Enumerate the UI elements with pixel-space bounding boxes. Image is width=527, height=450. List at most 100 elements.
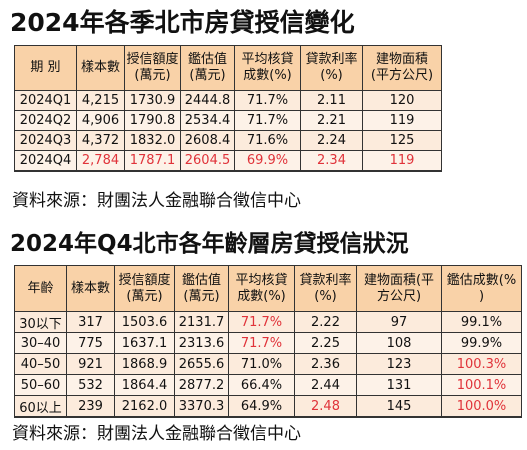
table-cell: 100.0% [441,395,522,418]
header-age: 年齡 [14,265,67,312]
header-sample-size: 樣本數 [76,45,125,91]
table-cell: 1730.9 [124,90,181,111]
table-cell: 2162.0 [114,395,175,418]
table-cell: 1637.1 [114,332,175,354]
table-cell: 71.6% [234,130,301,151]
header-appraisal-value: 鑑估值 (萬元) [174,265,229,312]
table-cell: 2655.6 [174,353,229,375]
table-row: 2024Q3 4,372 1832.0 2608.4 71.6% 2.24 12… [14,130,442,151]
table-cell: 71.7% [234,110,301,131]
table-cell: 131 [356,374,442,396]
table-cell: 2024Q2 [14,110,77,131]
header-loan-ratio: 平均核貸 成數(%) [234,45,301,91]
table-cell: 1832.0 [124,130,181,151]
table-cell: 2024Q4 [14,150,77,172]
table-cell: 66.4% [228,374,295,396]
table-cell: 99.9% [441,332,522,354]
table-cell: 123 [356,353,442,375]
table-cell: 1864.4 [114,374,175,396]
table-cell: 1503.6 [114,311,175,333]
table-cell: 2.11 [300,90,363,111]
table-header-row: 年齡 樣本數 授信額度 (萬元) 鑑估值 (萬元) 平均核貸 成數(%) 貸款利率 (%… [14,265,522,312]
table-cell: 532 [66,374,115,396]
table-cell: 2.36 [294,353,357,375]
table-cell: 71.0% [228,353,295,375]
table-cell: 2608.4 [180,130,235,151]
table-cell: 2024Q1 [14,90,77,111]
table-cell: 2.25 [294,332,357,354]
header-interest-rate: 貸款利率 (%) [294,265,357,312]
table-cell: 2604.5 [180,150,235,172]
table-cell: 2.44 [294,374,357,396]
quarterly-mortgage-table: 期 別 樣本數 授信額度 (萬元) 鑑估值 (萬元) 平均核貸 成數(%) 貸款利率(… [14,45,442,172]
table-cell: 1790.8 [124,110,181,131]
table-cell: 119 [362,110,442,131]
table-cell: 97 [356,311,442,333]
header-credit-amount: 授信額度 (萬元) [124,45,181,91]
table-row: 2024Q1 4,215 1730.9 2444.8 71.7% 2.11 12… [14,90,442,111]
table-cell: 2.24 [300,130,363,151]
table-cell: 4,372 [76,130,125,151]
table-cell: 71.7% [228,332,295,354]
table-row: 50–60 532 1864.4 2877.2 66.4% 2.44 131 1… [14,374,522,396]
header-loan-ratio: 平均核貸 成數(%) [228,265,295,312]
table-cell: 317 [66,311,115,333]
table-cell: 100.3% [441,353,522,375]
table-row: 60以上 239 2162.0 3370.3 64.9% 2.48 145 10… [14,395,522,418]
table-row: 40–50 921 1868.9 2655.6 71.0% 2.36 123 1… [14,353,522,375]
table-cell: 775 [66,332,115,354]
table-cell: 71.7% [228,311,295,333]
table-cell: 2.48 [294,395,357,418]
header-appraisal-ratio: 鑑估成數(%) [441,265,522,312]
table-cell: 64.9% [228,395,295,418]
table-cell: 119 [362,150,442,172]
header-credit-amount-label: 授信額度 (萬元) [126,52,179,83]
table-cell: 2.34 [300,150,363,172]
header-appraisal-value: 鑑估值 (萬元) [180,45,235,91]
header-building-area: 建物面積(平方公尺) [356,265,442,312]
table-cell: 108 [356,332,442,354]
table-cell: 239 [66,395,115,418]
table-row: 30–40 775 1637.1 2313.6 71.7% 2.25 108 9… [14,332,522,354]
table-cell: 2313.6 [174,332,229,354]
header-period: 期 別 [14,45,77,91]
table-cell: 40–50 [14,353,67,375]
table-cell: 4,215 [76,90,125,111]
table-cell: 100.1% [441,374,522,396]
table-cell: 2024Q3 [14,130,77,151]
table-cell: 2444.8 [180,90,235,111]
table-cell: 2131.7 [174,311,229,333]
page-title: 2024年各季北市房貸授信變化 [10,8,355,37]
table-cell: 2,784 [76,150,125,172]
header-sample-size: 樣本數 [66,265,115,312]
table-cell: 2.21 [300,110,363,131]
table-cell: 30–40 [14,332,67,354]
table-row: 2024Q2 4,906 1790.8 2534.4 71.7% 2.21 11… [14,110,442,131]
table-cell: 4,906 [76,110,125,131]
table-cell: 2877.2 [174,374,229,396]
table-cell: 125 [362,130,442,151]
table-row: 30以下 317 1503.6 2131.7 71.7% 2.22 97 99.… [14,311,522,333]
table-cell: 921 [66,353,115,375]
table-cell: 120 [362,90,442,111]
table-row: 2024Q4 2,784 1787.1 2604.5 69.9% 2.34 11… [14,150,442,172]
table-cell: 1868.9 [114,353,175,375]
age-group-mortgage-table: 年齡 樣本數 授信額度 (萬元) 鑑估值 (萬元) 平均核貸 成數(%) 貸款利率 (%… [14,265,522,418]
table-cell: 50–60 [14,374,67,396]
table-cell: 1787.1 [124,150,181,172]
section-title: 2024年Q4北市各年齡層房貸授信狀況 [10,231,409,257]
header-interest-rate: 貸款利率 (%) [300,45,363,91]
table-cell: 71.7% [234,90,301,111]
table-cell: 145 [356,395,442,418]
table-cell: 2534.4 [180,110,235,131]
header-building-area: 建物面積(平方公尺) [362,45,442,91]
table-header-row: 期 別 樣本數 授信額度 (萬元) 鑑估值 (萬元) 平均核貸 成數(%) 貸款利率(… [14,45,442,91]
source-note: 資料來源：財團法人金融聯合徵信中心 [12,191,301,211]
table-cell: 3370.3 [174,395,229,418]
table-cell: 99.1% [441,311,522,333]
header-credit-amount: 授信額度 (萬元) [114,265,175,312]
table-cell: 2.22 [294,311,357,333]
source-note: 資料來源：財團法人金融聯合徵信中心 [12,424,301,444]
table-cell: 69.9% [234,150,301,172]
table-cell: 30以下 [14,311,67,333]
